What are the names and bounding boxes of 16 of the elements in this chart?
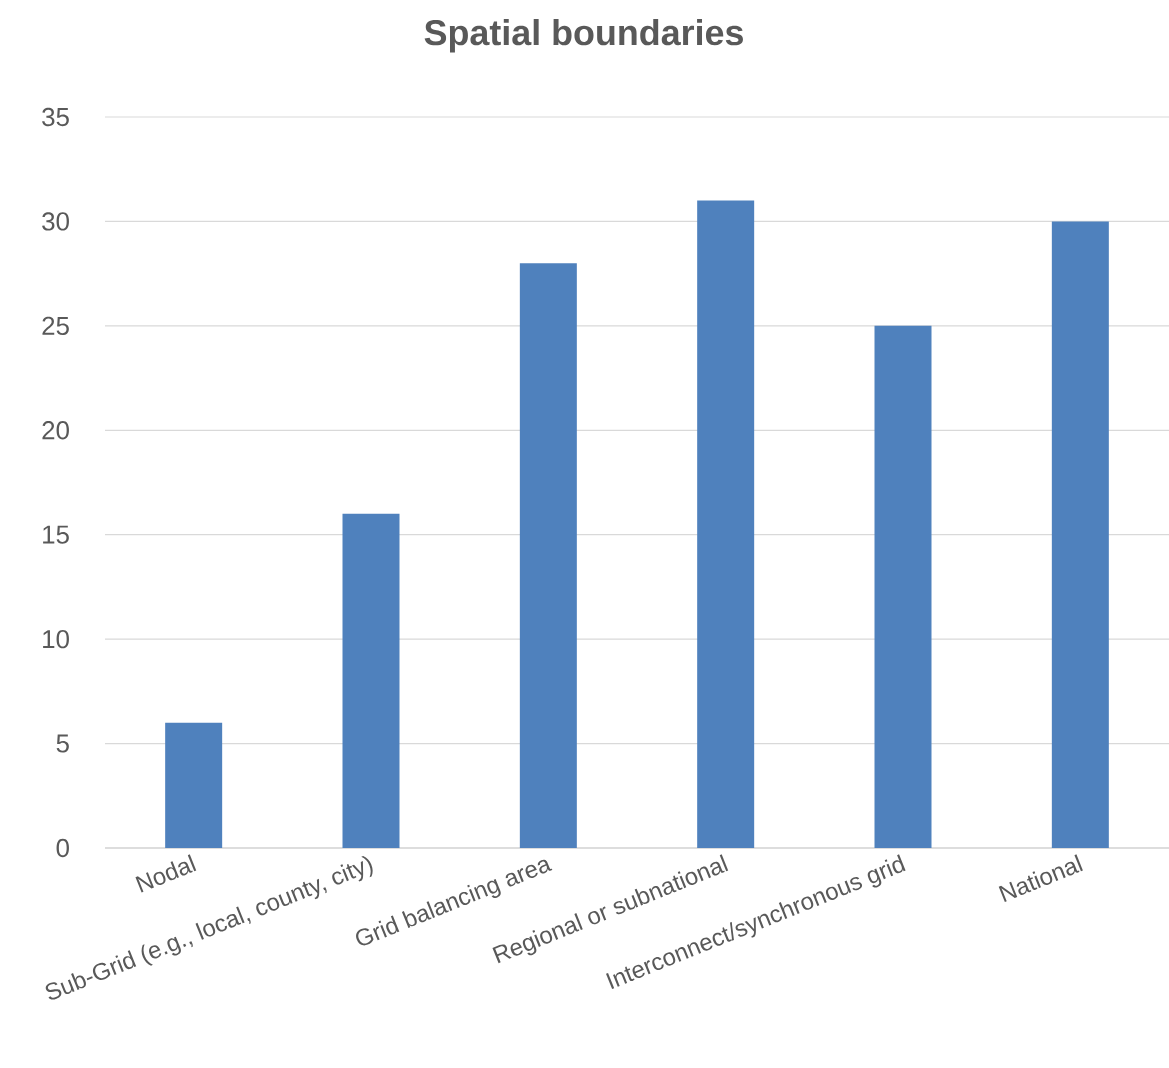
x-tick-label: Nodal [135, 854, 197, 893]
y-tick-label: 15 [43, 525, 69, 544]
y-tick-label: 35 [42, 107, 69, 127]
bar [697, 200, 755, 848]
y-tick-label: 25 [42, 316, 69, 336]
bar [519, 263, 577, 848]
y-tick-label: 10 [43, 629, 69, 649]
y-tick-label: 0 [56, 838, 69, 858]
bar [342, 513, 400, 848]
bar [165, 722, 223, 848]
y-tick-label: 30 [42, 212, 69, 231]
chart-title: Spatial boundaries [424, 19, 743, 53]
y-tick-label: 5 [56, 734, 69, 753]
bar [874, 325, 932, 848]
bar [1051, 221, 1109, 848]
y-tick-label: 20 [42, 421, 69, 440]
